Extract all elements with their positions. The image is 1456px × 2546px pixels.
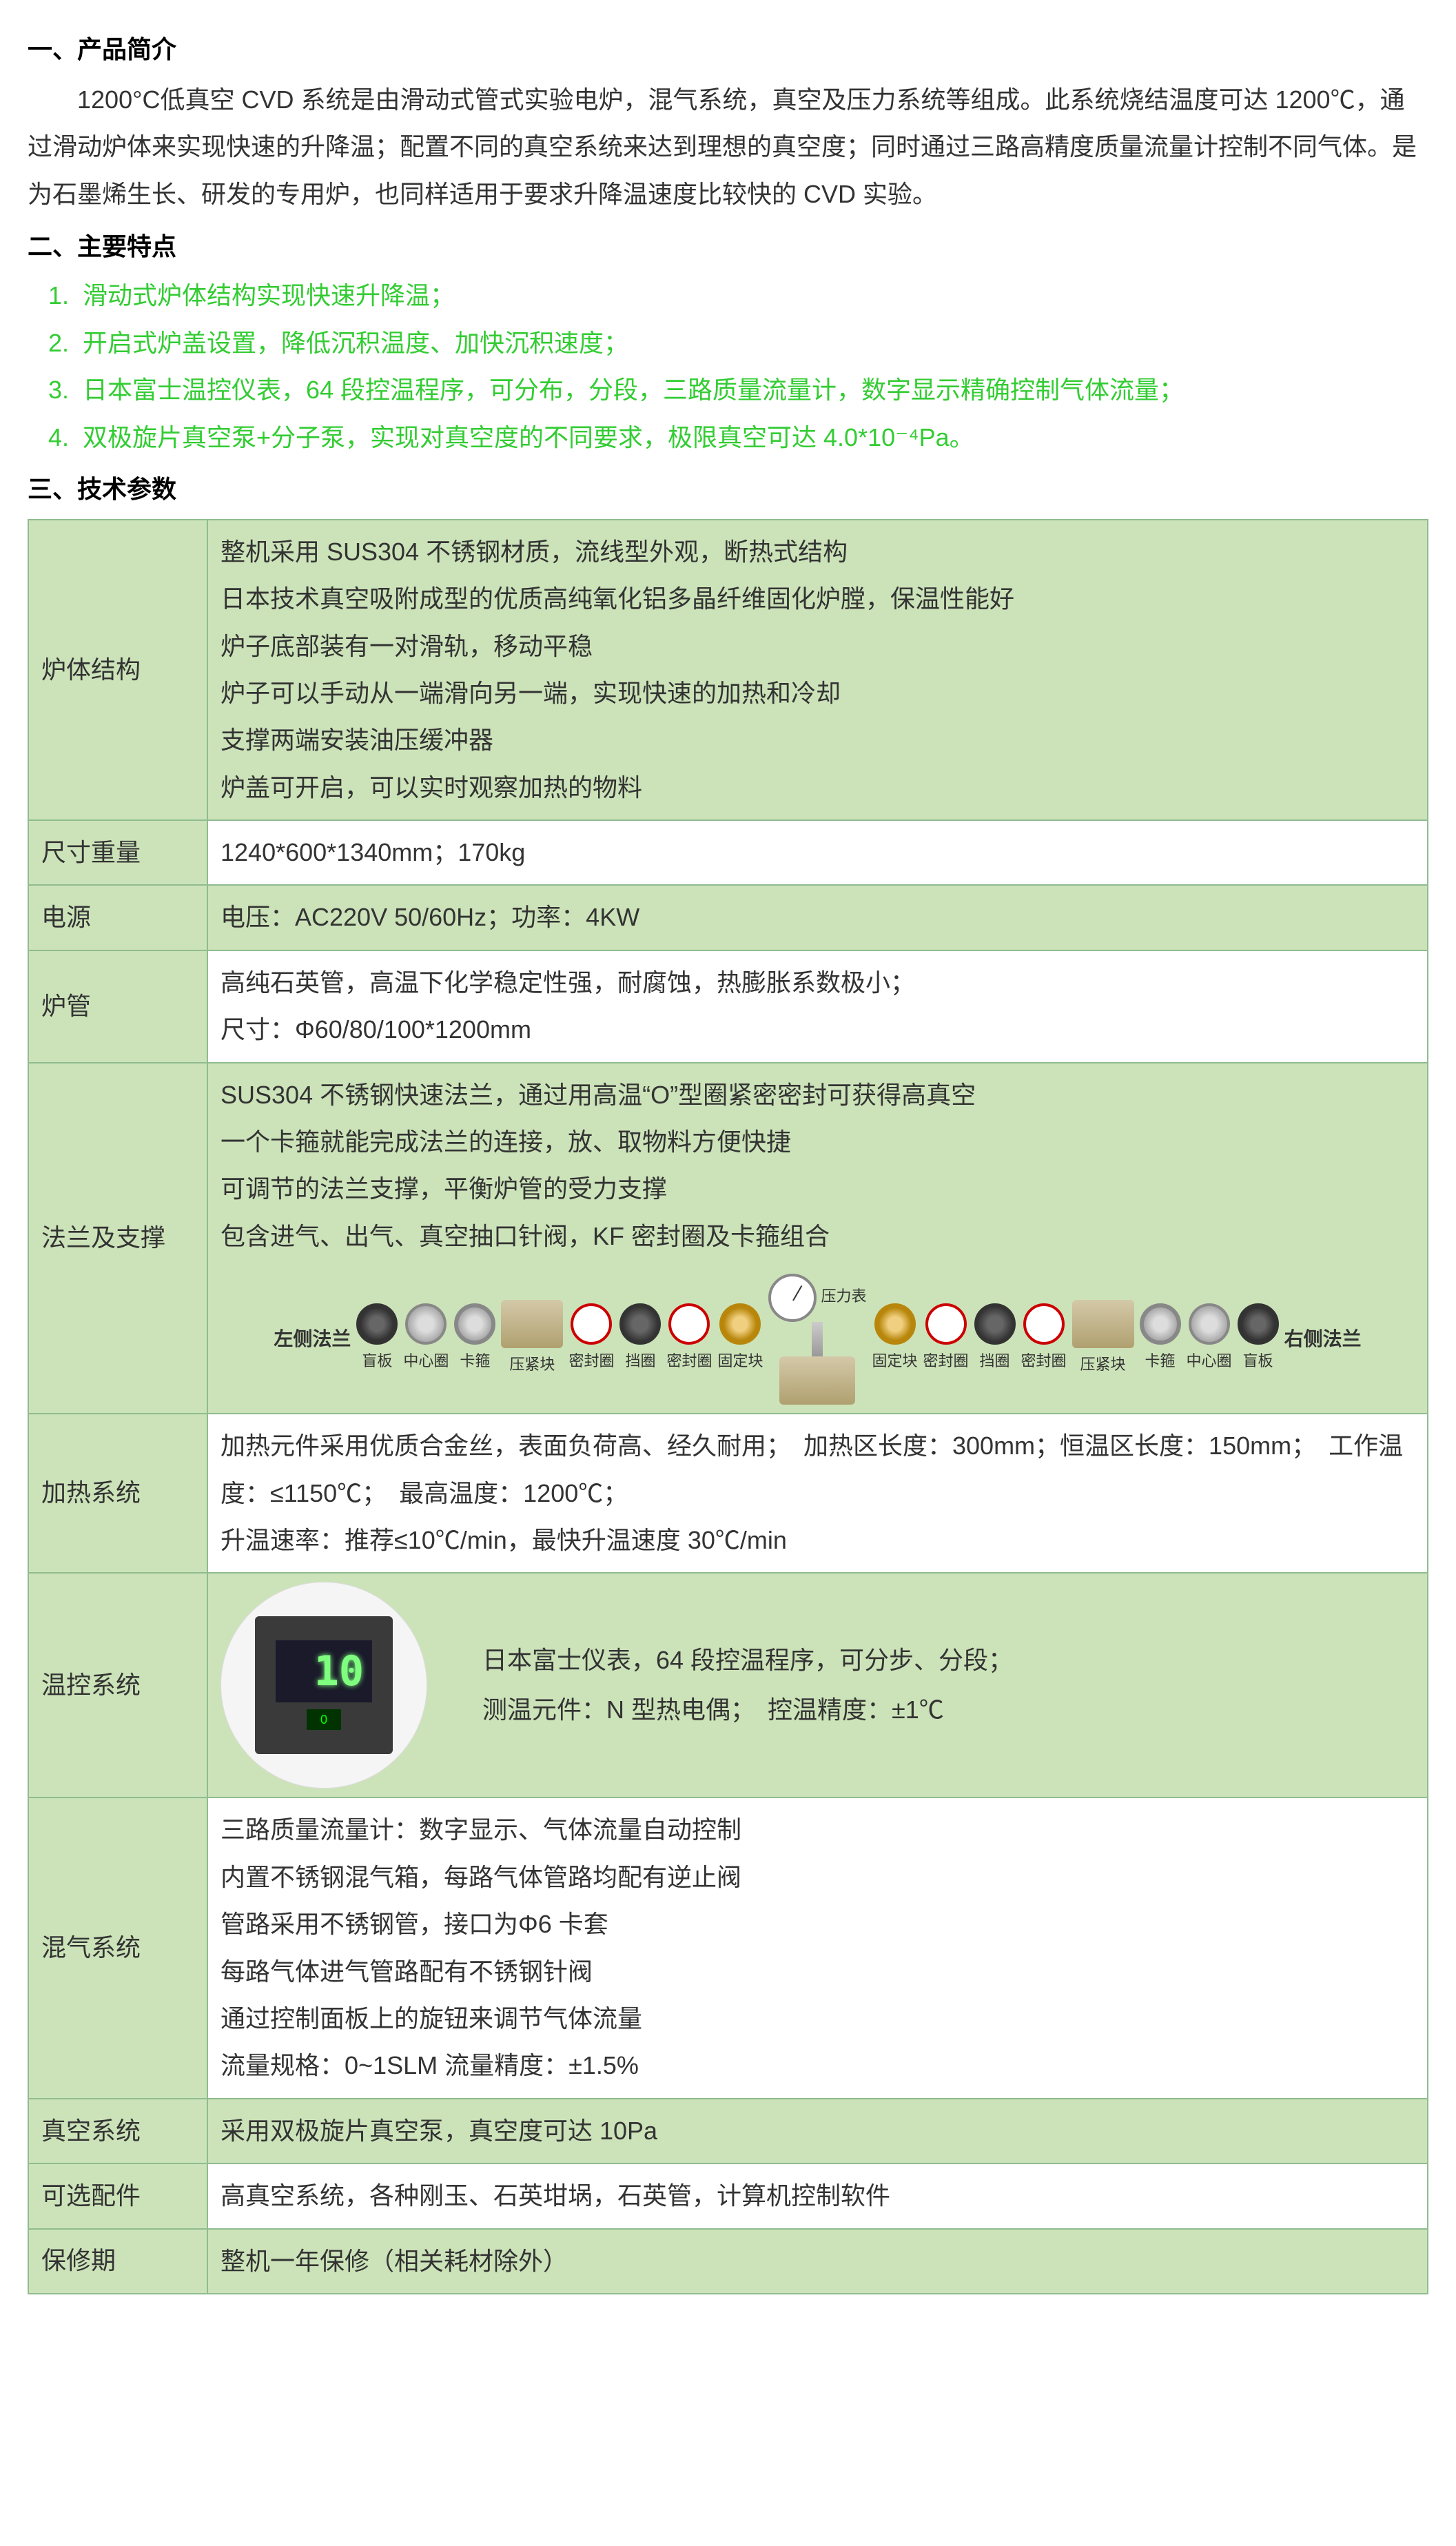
flange-part: 密封圈 [666, 1303, 712, 1375]
section2-title: 二、主要特点 [28, 225, 1428, 269]
flange-part: 卡箍 [454, 1303, 495, 1375]
flange-part: 固定块 [872, 1303, 918, 1375]
spec-row-content: 高纯石英管，高温下化学稳定性强，耐腐蚀，热膨胀系数极小；尺寸：Φ60/80/10… [207, 950, 1428, 1063]
spec-row-label: 炉管 [28, 950, 207, 1063]
spec-row-content: SUS304 不锈钢快速法兰，通过用高温“O”型圈紧密密封可获得高真空一个卡箍就… [207, 1063, 1428, 1414]
spec-line: 高纯石英管，高温下化学稳定性强，耐腐蚀，热膨胀系数极小； [221, 959, 1415, 1006]
flange-part: 密封圈 [923, 1303, 969, 1375]
flange-diagram: 左侧法兰盲板中心圈卡箍压紧块密封圈挡圈密封圈固定块压力表固定块密封圈挡圈密封圈压… [221, 1274, 1415, 1405]
feature-item: 滑动式炉体结构实现快速升降温； [76, 274, 1428, 318]
spec-line: 包含进气、出气、真空抽口针阀，KF 密封圈及卡箍组合 [221, 1213, 1415, 1260]
section3-title: 三、技术参数 [28, 467, 1428, 512]
spec-line: 高真空系统，各种刚玉、石英坩埚，石英管，计算机控制软件 [221, 2172, 1415, 2219]
spec-line: 采用双极旋片真空泵，真空度可达 10Pa [221, 2108, 1415, 2155]
spec-row-content: 采用双极旋片真空泵，真空度可达 10Pa [207, 2099, 1428, 2163]
spec-row-content: 三路质量流量计：数字显示、气体流量自动控制内置不锈钢混气箱，每路气体管路均配有逆… [207, 1798, 1428, 2098]
flange-part: 中心圈 [403, 1303, 449, 1375]
spec-line: 通过控制面板上的旋钮来调节气体流量 [221, 1995, 1415, 2042]
spec-row-label: 保修期 [28, 2229, 207, 2294]
spec-line: 支撑两端安装油压缓冲器 [221, 717, 1415, 764]
spec-row-label: 真空系统 [28, 2099, 207, 2163]
spec-line: 测温元件：N 型热电偶； 控温精度：±1℃ [482, 1685, 1013, 1735]
spec-line: 内置不锈钢混气箱，每路气体管路均配有逆止阀 [221, 1854, 1415, 1901]
spec-line: 可调节的法兰支撑，平衡炉管的受力支撑 [221, 1165, 1415, 1212]
controller-image: 100 [221, 1582, 427, 1789]
spec-line: 日本富士仪表，64 段控温程序，可分步、分段； [482, 1636, 1013, 1685]
feature-item: 日本富士温控仪表，64 段控温程序，可分布，分段，三路质量流量计，数字显示精确控… [76, 368, 1428, 413]
spec-line: 三路质量流量计：数字显示、气体流量自动控制 [221, 1806, 1415, 1853]
spec-line: 尺寸：Φ60/80/100*1200mm [221, 1006, 1415, 1053]
spec-line: 电压：AC220V 50/60Hz；功率：4KW [221, 894, 1415, 941]
spec-line: 整机采用 SUS304 不锈钢材质，流线型外观，断热式结构 [221, 529, 1415, 576]
flange-part: 密封圈 [1021, 1303, 1067, 1375]
pressure-gauge-icon [768, 1274, 817, 1322]
feature-item: 开启式炉盖设置，降低沉积温度、加快沉积速度； [76, 321, 1428, 366]
spec-row-label: 加热系统 [28, 1414, 207, 1573]
spec-line: 一个卡箍就能完成法兰的连接，放、取物料方便快捷 [221, 1119, 1415, 1165]
spec-line: SUS304 不锈钢快速法兰，通过用高温“O”型圈紧密密封可获得高真空 [221, 1072, 1415, 1119]
feature-item: 双极旋片真空泵+分子泵，实现对真空度的不同要求，极限真空可达 4.0*10⁻⁴P… [76, 416, 1428, 460]
spec-table: 炉体结构整机采用 SUS304 不锈钢材质，流线型外观，断热式结构日本技术真空吸… [28, 519, 1428, 2294]
section1-body: 1200°C低真空 CVD 系统是由滑动式管式实验电炉，混气系统，真空及压力系统… [28, 77, 1428, 218]
spec-line: 流量规格：0~1SLM 流量精度：±1.5% [221, 2042, 1415, 2089]
spec-row-content: 整机采用 SUS304 不锈钢材质，流线型外观，断热式结构日本技术真空吸附成型的… [207, 520, 1428, 820]
flange-part: 固定块 [717, 1303, 763, 1375]
spec-line: 炉子可以手动从一端滑向另一端，实现快速的加热和冷却 [221, 670, 1415, 717]
spec-row-label: 混气系统 [28, 1798, 207, 2098]
flange-part: 盲板 [356, 1303, 398, 1375]
spec-line: 整机一年保修（相关耗材除外） [221, 2238, 1415, 2285]
spec-row-content: 整机一年保修（相关耗材除外） [207, 2229, 1428, 2294]
section1-title: 一、产品简介 [28, 28, 1428, 72]
flange-part: 盲板 [1238, 1303, 1279, 1375]
spec-row-label: 温控系统 [28, 1573, 207, 1798]
spec-row-label: 电源 [28, 885, 207, 950]
spec-row-content: 高真空系统，各种刚玉、石英坩埚，石英管，计算机控制软件 [207, 2163, 1428, 2228]
spec-line: 炉子底部装有一对滑轨，移动平稳 [221, 623, 1415, 670]
flange-part: 挡圈 [619, 1303, 661, 1375]
spec-line: 升温速率：推荐≤10℃/min，最快升温速度 30℃/min [221, 1517, 1415, 1564]
spec-row-label: 尺寸重量 [28, 820, 207, 885]
spec-line: 炉盖可开启，可以实时观察加热的物料 [221, 764, 1415, 811]
spec-line: 日本技术真空吸附成型的优质高纯氧化铝多晶纤维固化炉膛，保温性能好 [221, 576, 1415, 622]
spec-line: 1240*600*1340mm；170kg [221, 829, 1415, 876]
spec-line: 每路气体进气管路配有不锈钢针阀 [221, 1948, 1415, 1995]
flange-part: 密封圈 [568, 1303, 614, 1375]
spec-line: 管路采用不锈钢管，接口为Φ6 卡套 [221, 1901, 1415, 1948]
features-list: 滑动式炉体结构实现快速升降温；开启式炉盖设置，降低沉积温度、加快沉积速度；日本富… [28, 274, 1428, 460]
spec-row-content: 加热元件采用优质合金丝，表面负荷高、经久耐用； 加热区长度：300mm；恒温区长… [207, 1414, 1428, 1573]
flange-part: 挡圈 [974, 1303, 1016, 1375]
spec-line: 加热元件采用优质合金丝，表面负荷高、经久耐用； 加热区长度：300mm；恒温区长… [221, 1423, 1415, 1517]
spec-row-content: 100 日本富士仪表，64 段控温程序，可分步、分段；测温元件：N 型热电偶； 控… [207, 1573, 1428, 1798]
spec-row-content: 电压：AC220V 50/60Hz；功率：4KW [207, 885, 1428, 950]
spec-row-label: 炉体结构 [28, 520, 207, 820]
flange-part: 中心圈 [1187, 1303, 1232, 1375]
flange-part: 卡箍 [1140, 1303, 1181, 1375]
spec-row-content: 1240*600*1340mm；170kg [207, 820, 1428, 885]
spec-row-label: 法兰及支撑 [28, 1063, 207, 1414]
spec-row-label: 可选配件 [28, 2163, 207, 2228]
